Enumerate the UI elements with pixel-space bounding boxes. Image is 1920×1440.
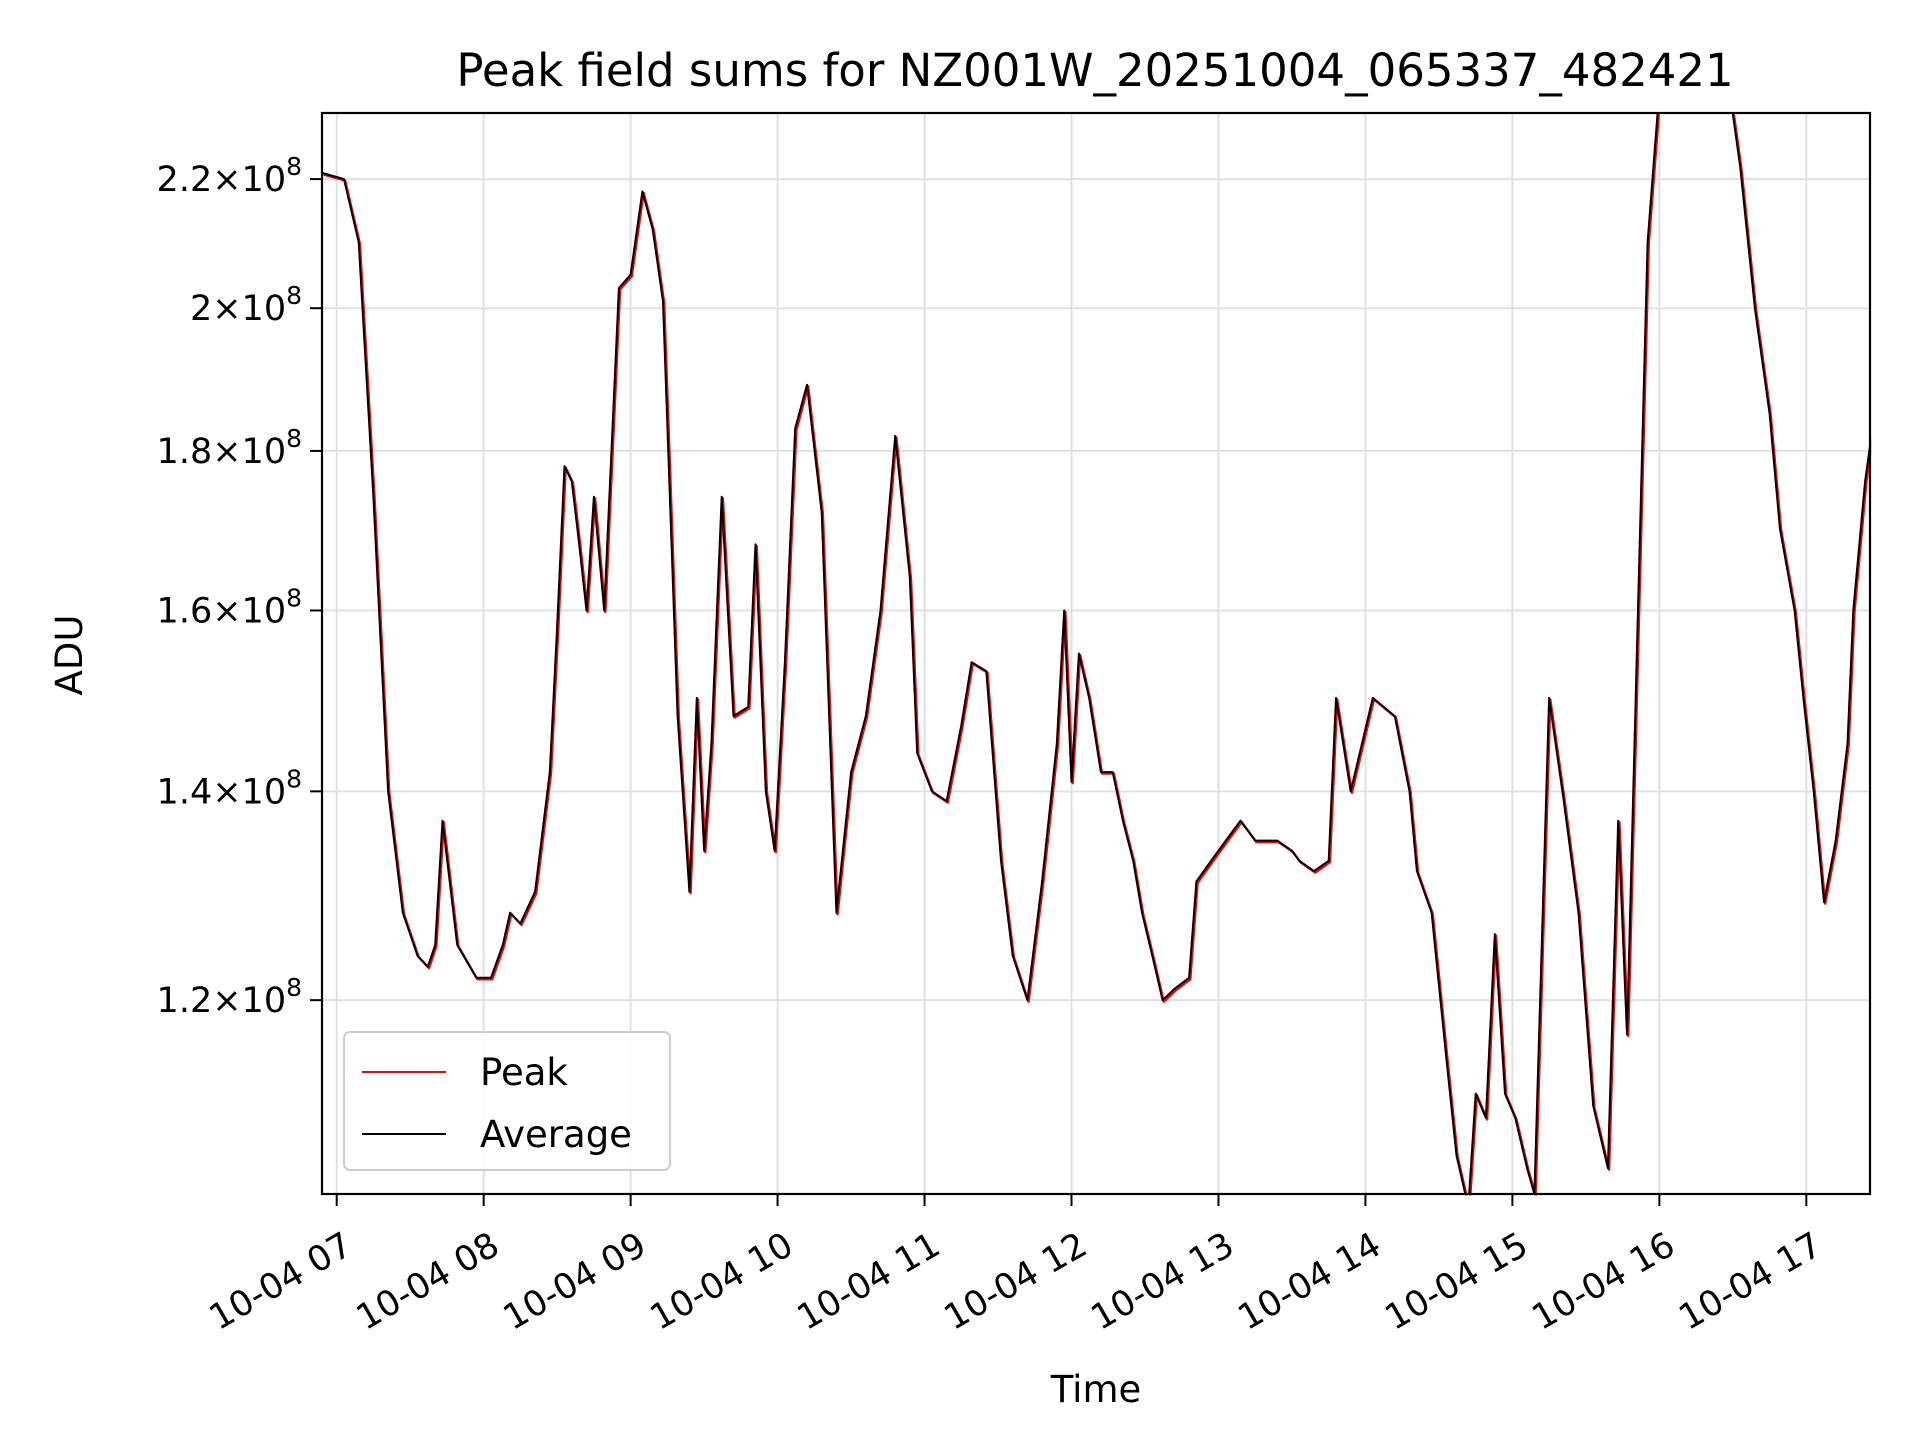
y-tick-label: 2.2×108 — [157, 152, 302, 200]
y-tick-label: 1.4×108 — [157, 764, 302, 812]
y-tick-mantissa: 1.6 — [157, 591, 213, 631]
x-tick-label: 10-04 11 — [791, 1225, 947, 1338]
y-tick-label: 1.6×108 — [157, 583, 302, 631]
x-tick-label: 10-04 15 — [1379, 1225, 1535, 1338]
series-lines — [322, 113, 1872, 1196]
legend: Peak Average — [343, 1031, 671, 1171]
grid — [322, 113, 1870, 1194]
series-line-peak — [323, 114, 1872, 1196]
x-tick-label: 10-04 07 — [203, 1225, 359, 1338]
x-tick-label: 10-04 08 — [350, 1225, 506, 1338]
x-tick-label: 10-04 10 — [644, 1225, 800, 1338]
y-tick-exponent: 8 — [286, 281, 302, 310]
y-axis-label: ADU — [48, 615, 91, 696]
y-tick-mantissa: 2.2 — [157, 160, 213, 200]
x-tick-label: 10-04 14 — [1232, 1225, 1388, 1338]
y-tick-exponent: 8 — [286, 424, 302, 453]
x-tick-label: 10-04 16 — [1526, 1225, 1682, 1338]
legend-label: Average — [480, 1113, 632, 1156]
y-tick-mantissa: 1.8 — [157, 432, 213, 472]
chart-title: Peak field sums for NZ001W_20251004_0653… — [456, 44, 1733, 97]
y-tick-label: 1.8×108 — [157, 424, 302, 472]
y-tick-exponent: 8 — [286, 973, 302, 1002]
y-tick-label: 1.2×108 — [157, 973, 302, 1021]
y-tick-mantissa: 1.2 — [157, 981, 213, 1021]
x-tick-label: 10-04 12 — [938, 1225, 1094, 1338]
x-axis-label: Time — [1050, 1368, 1142, 1411]
x-tick-label: 10-04 09 — [497, 1225, 653, 1338]
y-tick-mantissa: 2 — [190, 289, 212, 329]
y-tick-mantissa: 1.4 — [157, 772, 213, 812]
y-tick-exponent: 8 — [286, 583, 302, 612]
plot-frame — [320, 111, 1872, 1196]
series-line-average — [322, 113, 1870, 1194]
y-tick-exponent: 8 — [286, 764, 302, 793]
x-tick-label: 10-04 13 — [1085, 1225, 1241, 1338]
legend-label: Peak — [480, 1051, 568, 1094]
y-tick-exponent: 8 — [286, 152, 302, 181]
y-axis-ticks: 1.2×108 1.4×108 1.6×108 1.8×108 2×108 2.2×108 — [157, 152, 322, 1021]
x-tick-label: 10-04 17 — [1673, 1225, 1829, 1338]
y-tick-label: 2×108 — [190, 281, 302, 329]
legend-box — [343, 1031, 671, 1171]
